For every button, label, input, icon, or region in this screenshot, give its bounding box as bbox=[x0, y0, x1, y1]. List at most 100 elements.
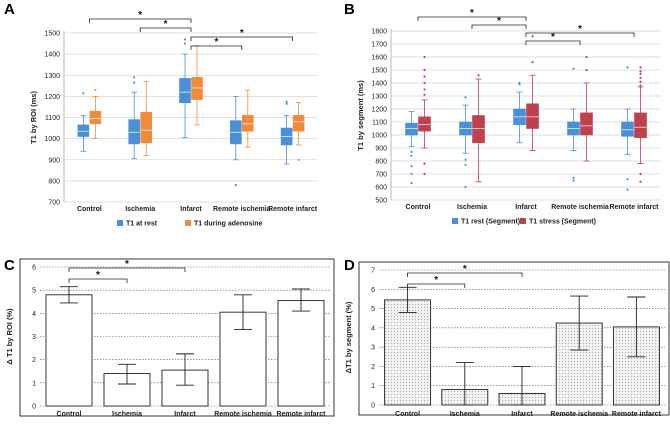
panel-B-outlier-point bbox=[626, 66, 629, 69]
panel-B-box bbox=[418, 116, 431, 132]
panel-C-bar bbox=[45, 294, 93, 407]
panel-B-box bbox=[472, 115, 485, 144]
panel-B-outlier-point bbox=[639, 66, 642, 69]
panel-C-ytick-label: 2 bbox=[32, 357, 36, 364]
panel-B-outlier-point bbox=[410, 165, 413, 168]
panel-A-outlier-point bbox=[82, 92, 85, 95]
panel-B-ytick-label: 1200 bbox=[371, 107, 387, 114]
panel-A-box bbox=[191, 77, 203, 100]
panel-A-significance-bracket bbox=[139, 27, 192, 32]
panel-D-x-category-label: Control bbox=[395, 411, 420, 418]
panel-B-outlier-point bbox=[410, 150, 413, 153]
panel-B-legend-label: T1 rest (Segment) bbox=[461, 219, 520, 226]
panel-A-significance-bracket bbox=[190, 36, 293, 41]
panel-D-x-category-label: Remote ischemia bbox=[550, 411, 608, 418]
panel-C-ytick-label: 5 bbox=[32, 288, 36, 295]
panel-D-x-category-label: Infarct bbox=[511, 411, 533, 418]
panel-C-ytick-label: 1 bbox=[32, 380, 36, 387]
panel-B-outlier-point bbox=[423, 162, 426, 165]
panel-B-outlier-point bbox=[423, 172, 426, 176]
panel-B-ytick-label: 1700 bbox=[371, 42, 387, 49]
panel-B-x-category-label: Remote ischemia bbox=[551, 204, 609, 211]
panel-B-outlier-point bbox=[464, 185, 467, 189]
panel-A-outlier-point bbox=[133, 81, 136, 84]
panel-A-significance-star: * bbox=[138, 10, 142, 21]
panel-B-outlier-point bbox=[626, 178, 629, 181]
panel-D-bar bbox=[384, 299, 432, 406]
panel-B-significance-star: * bbox=[551, 32, 555, 43]
panel-A-legend-label: T1 during adenosine bbox=[194, 221, 263, 228]
panel-B-significance-star: * bbox=[470, 8, 474, 19]
panel-D-ytick-label: 6 bbox=[371, 287, 375, 294]
panel-B-outlier-point bbox=[410, 182, 413, 185]
panel-B-outlier-point bbox=[518, 81, 521, 85]
panel-B-outlier-point bbox=[639, 70, 642, 73]
panel-A-outlier-point bbox=[285, 102, 288, 105]
panel-B-outlier-point bbox=[477, 74, 480, 77]
panel-D-x-category-label: Remote infarct bbox=[612, 411, 662, 418]
panel-A-legend-label: T1 at rest bbox=[126, 221, 158, 228]
panel-B-outlier-point bbox=[423, 55, 426, 59]
panel-B-ytick-label: 800 bbox=[375, 159, 387, 166]
panel-A-outlier-point bbox=[183, 38, 187, 41]
panel-B-x-category-label: Control bbox=[406, 204, 431, 211]
panel-B-legend-label: T1 stress (Segment) bbox=[529, 219, 596, 226]
panel-B-ytick-label: 1500 bbox=[371, 68, 387, 75]
panel-A-outlier-point bbox=[285, 100, 288, 103]
panel-A-significance-star: * bbox=[240, 28, 244, 39]
panel-D-significance-star: * bbox=[434, 275, 438, 286]
panel-A-ytick-label: 900 bbox=[48, 157, 60, 164]
panel-C-ytick-label: 4 bbox=[32, 311, 36, 318]
panel-B-outlier-point bbox=[639, 72, 642, 75]
panel-D-ytick-label: 7 bbox=[371, 268, 375, 275]
panel-A-ytick-label: 1300 bbox=[44, 73, 60, 80]
panel-letter-d: D bbox=[344, 257, 355, 274]
panel-B-significance-star: * bbox=[497, 16, 501, 27]
panel-B-outlier-point bbox=[639, 180, 642, 183]
panel-B-outlier-point bbox=[585, 55, 588, 59]
panel-C-x-category-label: Control bbox=[57, 411, 82, 418]
panel-D-ytick-label: 1 bbox=[371, 383, 375, 390]
panel-B-box bbox=[634, 112, 647, 138]
panel-B-outlier-point bbox=[572, 179, 575, 182]
panel-B-outlier-point bbox=[423, 93, 426, 96]
panel-A-x-category-label: Control bbox=[77, 206, 102, 213]
panel-B-outlier-point bbox=[410, 172, 413, 176]
panel-B-outlier-point bbox=[639, 76, 642, 79]
panel-B-outlier-point bbox=[639, 84, 642, 87]
panel-C-bar bbox=[219, 311, 267, 407]
panel-B-outlier-point bbox=[531, 61, 534, 64]
panel-B-ytick-label: 500 bbox=[375, 198, 387, 205]
panel-A-box bbox=[128, 119, 140, 145]
panel-A-legend-swatch bbox=[185, 220, 191, 226]
panel-C-bar bbox=[277, 300, 325, 407]
panel-A-box bbox=[292, 115, 305, 132]
panel-A-outlier-point bbox=[297, 158, 300, 161]
panel-B-outlier-point bbox=[464, 96, 467, 99]
panel-B-ytick-label: 600 bbox=[375, 185, 387, 192]
panel-B-box bbox=[526, 103, 539, 129]
panel-D-significance-bracket bbox=[407, 283, 466, 288]
panel-C-significance-star: * bbox=[96, 270, 100, 281]
panel-letter-b: B bbox=[344, 1, 355, 18]
panel-A-y-axis-label: T1 by ROI (ms) bbox=[29, 91, 38, 144]
panel-B-x-category-label: Ischemia bbox=[457, 204, 487, 211]
panel-B-outlier-point bbox=[572, 176, 575, 179]
panel-A-ytick-label: 1100 bbox=[45, 115, 60, 122]
panel-C-significance-bracket bbox=[68, 278, 128, 283]
panel-B-ytick-label: 700 bbox=[375, 172, 387, 179]
panel-A-ytick-label: 700 bbox=[48, 200, 60, 207]
panel-C-frame bbox=[19, 258, 335, 417]
panel-B-box bbox=[580, 112, 593, 136]
panel-B-y-axis-label: T1 by segment (ms) bbox=[356, 80, 365, 151]
panel-B-outlier-point bbox=[464, 158, 467, 161]
panel-B-significance-bracket bbox=[417, 16, 527, 21]
panel-B-x-category-label: Remote infarct bbox=[609, 204, 659, 211]
panel-letter-c: C bbox=[4, 257, 15, 274]
panel-A-outlier-point bbox=[94, 88, 97, 92]
panel-C-x-category-label: Remote infarct bbox=[276, 411, 326, 418]
panel-B-outlier-point bbox=[626, 188, 629, 191]
panel-D-y-axis-label: ΔT1 by segment (%) bbox=[344, 301, 353, 373]
panel-D-ytick-label: 2 bbox=[371, 364, 375, 371]
